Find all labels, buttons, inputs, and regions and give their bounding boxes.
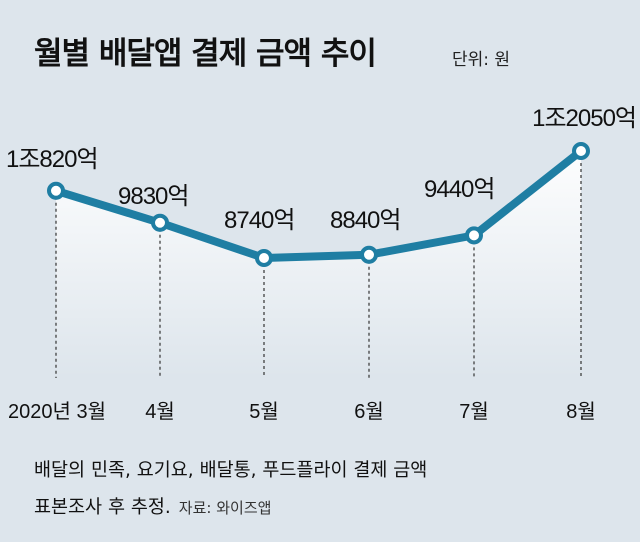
data-point-3 [360,245,378,264]
chart-title: 월별 배달앱 결제 금액 추이 [34,36,377,72]
data-label-3: 8840억 [330,207,400,234]
note-line-2-text: 표본조사 후 추정. [34,497,171,518]
x-tick-label-5: 8월 [566,400,596,423]
area-fill [56,151,581,378]
data-point-2 [255,249,273,267]
x-tick-label-4: 7월 [459,400,489,423]
data-label-0: 1조820억 [6,146,98,173]
unit-label: 단위: 원 [452,50,511,70]
data-label-4: 9440억 [424,176,494,203]
series-line [52,147,585,262]
x-tick-label-3: 6월 [354,400,384,423]
x-tick-label-2: 5월 [249,400,279,423]
source-label: 자료: 와이즈앱 [178,499,272,517]
note-line-2: 표본조사 후 추정. 자료: 와이즈앱 [34,493,271,519]
data-label-1: 9830억 [118,183,188,210]
data-point-5 [572,142,590,160]
x-tick-label-0: 2020년 3월 [8,400,106,423]
data-point-0 [47,181,65,200]
data-point-1 [151,213,169,232]
data-label-2: 8740억 [224,207,294,234]
note-line-1: 배달의 민족, 요기요, 배달통, 푸드플라이 결제 금액 [34,460,428,481]
x-tick-label-1: 4월 [145,400,175,423]
data-label-5: 1조2050억 [532,105,636,132]
data-point-4 [465,226,483,245]
